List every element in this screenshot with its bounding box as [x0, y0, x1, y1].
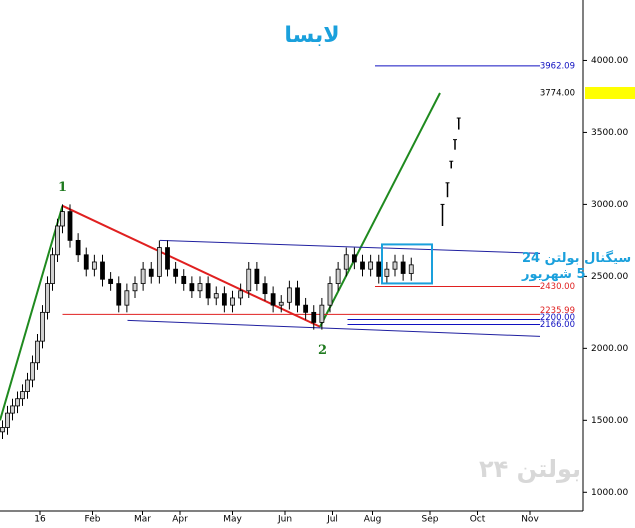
candle-body — [230, 297, 235, 306]
trendline — [159, 239, 541, 254]
y-tick-label: 2500.00 — [591, 272, 628, 282]
candle-body — [368, 261, 374, 270]
x-tick-label: Sep — [422, 515, 439, 525]
chart-title: لابسا — [284, 23, 339, 48]
candle-body — [327, 283, 333, 306]
x-tick-label: Oct — [470, 515, 486, 525]
candle-body — [197, 283, 203, 292]
x-tick-label: 16 — [34, 515, 46, 525]
candle-body — [55, 225, 60, 256]
candle-body — [83, 254, 89, 270]
candle-body — [303, 304, 309, 313]
y-tick-label: 3000.00 — [591, 200, 628, 210]
candle-body — [148, 268, 154, 277]
level-label: 2166.00 — [540, 320, 575, 330]
level-label-bg — [585, 86, 635, 99]
watermark: بولتن ۲۴ — [479, 455, 581, 483]
candle-body — [67, 211, 73, 241]
level-label: 2235.99 — [540, 306, 575, 316]
signal-text: 5 شهریور — [521, 267, 586, 282]
level-label: 3774.00 — [540, 88, 575, 98]
signal-text: سیگنال بولتن 24 — [522, 250, 631, 266]
trendline — [0, 205, 64, 421]
candle-body — [286, 287, 292, 303]
y-tick-label: 4000.00 — [591, 56, 628, 66]
candle-body — [262, 283, 268, 295]
wave-label: 2 — [318, 343, 327, 358]
x-tick-label: Nov — [521, 515, 539, 525]
candle-body — [384, 268, 390, 277]
candle-body — [100, 261, 105, 280]
candle-body — [20, 391, 25, 400]
candle-body — [270, 293, 276, 306]
candle-body — [238, 290, 244, 299]
candle-body — [165, 247, 170, 270]
wave-label: 1 — [58, 180, 67, 195]
candle-body — [392, 261, 398, 270]
trendline — [319, 92, 441, 328]
candle-body — [311, 311, 317, 323]
candle-body — [25, 379, 30, 392]
candle-body — [246, 268, 252, 292]
candle-body — [278, 301, 284, 306]
candle-body — [10, 405, 15, 414]
candle-body — [173, 268, 179, 277]
y-tick-label: 1000.00 — [591, 488, 628, 498]
x-tick-label: Jul — [326, 515, 338, 525]
candle-body — [254, 268, 260, 284]
x-tick-label: Feb — [85, 515, 101, 525]
candle-body — [213, 293, 219, 299]
candle-body — [343, 254, 349, 270]
y-tick-label: 1500.00 — [591, 416, 628, 426]
y-tick-label: 3500.00 — [591, 128, 628, 138]
x-tick-label: Mar — [134, 515, 151, 525]
candle-body — [221, 293, 227, 306]
level-label: 2200.00 — [540, 313, 575, 323]
x-tick-label: May — [223, 515, 242, 525]
candle-body — [360, 261, 365, 270]
candle-body — [295, 287, 300, 306]
candle-body — [132, 283, 138, 292]
candle-body — [30, 362, 35, 381]
candle-body — [108, 278, 114, 284]
candle-body — [189, 283, 195, 292]
candle-body — [156, 247, 162, 277]
x-tick-label: Apr — [172, 515, 188, 525]
candle-body — [376, 261, 382, 277]
x-tick-label: Jun — [277, 515, 292, 525]
candle-body — [50, 254, 55, 284]
candle-body — [140, 268, 146, 284]
level-label: 2430.00 — [540, 282, 575, 292]
trendline — [127, 319, 541, 337]
candle-body — [40, 311, 45, 342]
trendline — [62, 204, 321, 328]
candle-body — [408, 264, 414, 274]
candle-body — [60, 211, 65, 227]
candle-body — [91, 261, 97, 270]
candle-body — [351, 254, 357, 263]
y-tick-label: 2000.00 — [591, 344, 628, 354]
candle-body — [124, 290, 130, 306]
level-label: 3962.09 — [540, 61, 575, 71]
candle-body — [45, 283, 50, 313]
candle-body — [400, 261, 406, 274]
candle-body — [75, 239, 81, 256]
signal-box — [381, 243, 433, 285]
candle-body — [181, 275, 187, 284]
candle-body — [205, 283, 211, 299]
candle-body — [35, 340, 40, 364]
x-tick-label: Aug — [364, 515, 382, 525]
candle-body — [5, 412, 10, 428]
candle-body — [0, 427, 5, 433]
candle-body — [335, 268, 341, 284]
candle-body — [319, 304, 325, 323]
candle-body — [116, 283, 122, 306]
candle-body — [15, 398, 20, 407]
